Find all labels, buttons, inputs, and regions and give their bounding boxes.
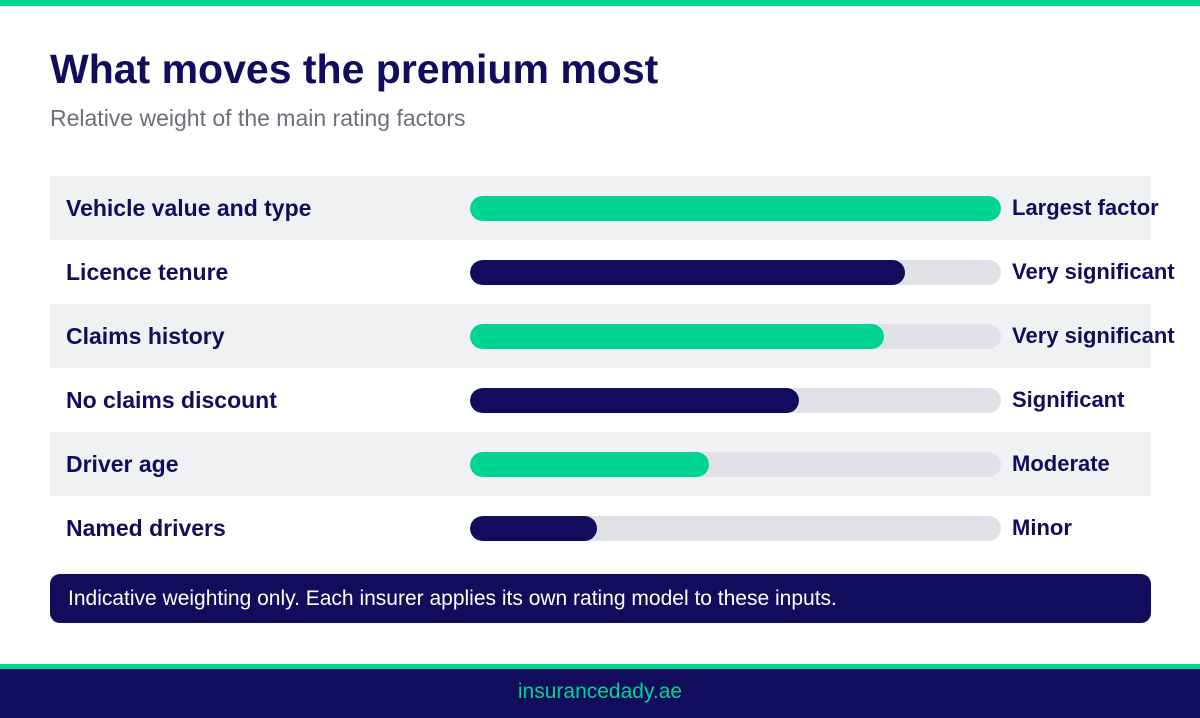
weight-label: Significant (1012, 387, 1125, 412)
factor-label: Claims history (66, 323, 225, 349)
bar-fill (470, 324, 884, 349)
weight-label: Very significant (1012, 259, 1175, 284)
factor-label: Licence tenure (66, 259, 229, 285)
chart-title: What moves the premium most (50, 46, 659, 92)
bar-fill (470, 260, 905, 285)
disclaimer-note: Indicative weighting only. Each insurer … (50, 574, 1151, 623)
factor-row: Claims history Very significant (50, 304, 1200, 368)
footer-bar: insurancedady.ae (0, 669, 1200, 718)
weight-label: Very significant (1012, 323, 1175, 348)
top-accent-rule (0, 0, 1200, 6)
factor-row: Named drivers Minor (50, 496, 1200, 560)
factor-row: Driver age Moderate (50, 432, 1200, 496)
bar-fill (470, 196, 1001, 221)
footer-accent-rule (0, 664, 1200, 669)
factor-bar-chart: Vehicle value and type Largest factor Lice… (50, 176, 1200, 560)
factor-label: Named drivers (66, 515, 226, 541)
factor-row: Vehicle value and type Largest factor (50, 176, 1200, 240)
bar-track (470, 516, 1001, 541)
weight-label: Minor (1012, 515, 1072, 540)
bar-track (470, 196, 1001, 221)
bar-track (470, 452, 1001, 477)
factor-label: Vehicle value and type (66, 195, 312, 221)
bar-fill (470, 516, 597, 541)
weight-label: Moderate (1012, 451, 1110, 476)
bar-fill (470, 452, 709, 477)
chart-subtitle: Relative weight of the main rating facto… (50, 105, 466, 131)
bar-track (470, 388, 1001, 413)
bar-track (470, 260, 1001, 285)
factor-row: Licence tenure Very significant (50, 240, 1200, 304)
weight-label: Largest factor (1012, 195, 1159, 220)
factor-label: Driver age (66, 451, 179, 477)
bar-track (470, 324, 1001, 349)
bar-fill (470, 388, 799, 413)
factor-label: No claims discount (66, 387, 277, 413)
factor-row: No claims discount Significant (50, 368, 1200, 432)
footer-site-link[interactable]: insurancedady.ae (517, 680, 683, 703)
